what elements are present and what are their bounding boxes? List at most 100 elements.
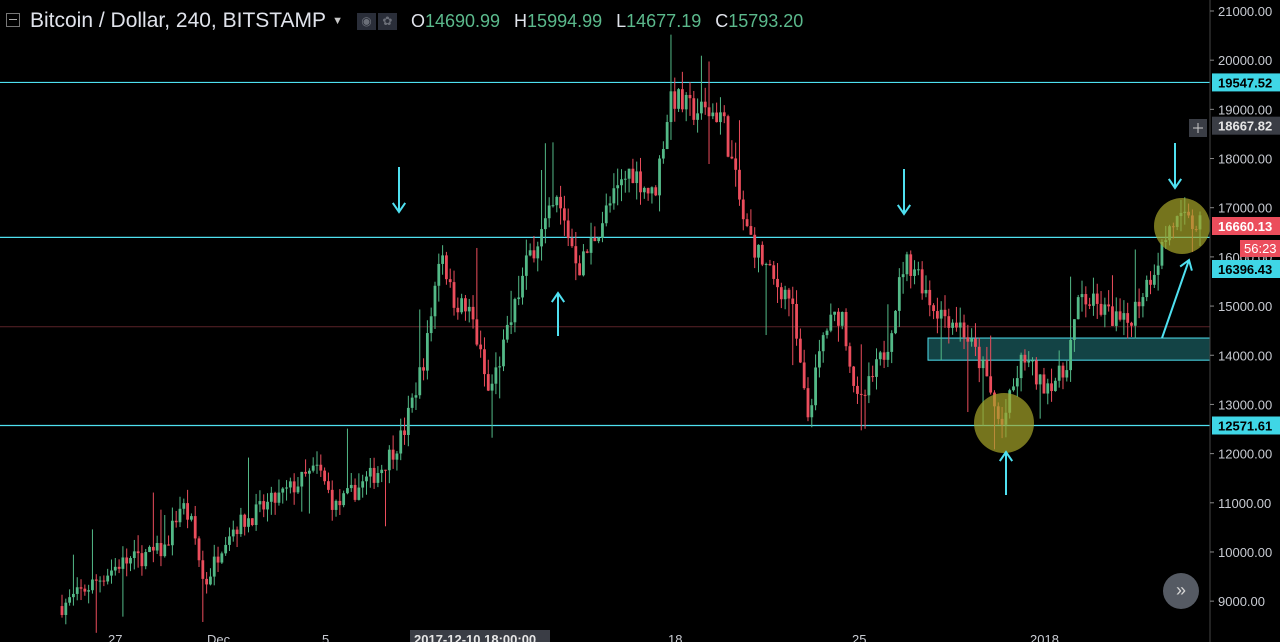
down-arrow-2 bbox=[896, 169, 912, 216]
chevron-down-icon[interactable]: ▼ bbox=[332, 15, 343, 27]
candle bbox=[72, 554, 75, 606]
candle-body bbox=[688, 94, 692, 99]
gear-icon[interactable]: ✿ bbox=[377, 12, 397, 30]
y-tick-label: 17000.00 bbox=[1218, 201, 1272, 216]
badge-resistance-mid: 16396.43 bbox=[1212, 260, 1280, 278]
candle-body bbox=[798, 338, 802, 363]
candle bbox=[254, 493, 258, 531]
candle bbox=[707, 61, 711, 165]
candle-body bbox=[155, 543, 159, 551]
candle-body bbox=[1145, 279, 1149, 298]
badge-text: 12571.61 bbox=[1218, 419, 1272, 434]
candle bbox=[1076, 294, 1080, 320]
candle bbox=[231, 520, 235, 542]
candle-body bbox=[837, 311, 840, 326]
candle bbox=[1042, 367, 1046, 394]
candle-body bbox=[627, 168, 631, 179]
candle bbox=[75, 577, 79, 601]
candle bbox=[113, 558, 117, 576]
candle bbox=[700, 55, 703, 120]
candle bbox=[528, 243, 532, 257]
candle bbox=[197, 536, 201, 567]
candle bbox=[1061, 362, 1065, 390]
candle bbox=[1046, 378, 1050, 405]
candle-body bbox=[871, 376, 875, 378]
candle-body bbox=[1118, 311, 1122, 320]
candle-body bbox=[974, 338, 977, 347]
candle bbox=[905, 251, 909, 282]
candle bbox=[863, 389, 867, 429]
candle bbox=[551, 142, 555, 208]
candle-body bbox=[83, 588, 87, 592]
arrow-head bbox=[998, 450, 1014, 462]
candle bbox=[913, 260, 916, 285]
candle-body bbox=[174, 520, 178, 523]
symbol-title[interactable]: Bitcoin / Dollar, 240, BITSTAMP bbox=[30, 9, 327, 32]
arrow-head bbox=[550, 291, 566, 303]
candle-body bbox=[859, 393, 863, 395]
candle bbox=[498, 356, 502, 399]
candle-body bbox=[791, 298, 795, 304]
candle-body bbox=[269, 492, 273, 502]
candle bbox=[768, 259, 772, 266]
candle bbox=[703, 87, 707, 115]
candle-body bbox=[140, 553, 144, 567]
candle-body bbox=[467, 306, 471, 312]
candle-body bbox=[148, 546, 151, 553]
badge-text: 19547.52 bbox=[1218, 75, 1272, 90]
candle-body bbox=[730, 156, 734, 159]
candle-body bbox=[962, 322, 966, 338]
candle bbox=[349, 472, 353, 492]
candle-body bbox=[1012, 386, 1015, 391]
candle bbox=[144, 548, 148, 570]
candle-body bbox=[875, 359, 878, 377]
candle bbox=[323, 467, 327, 485]
candle-body bbox=[94, 579, 98, 581]
candle bbox=[741, 190, 745, 231]
candle-body bbox=[939, 309, 943, 319]
eye-icon[interactable]: ◉ bbox=[356, 12, 376, 30]
candle bbox=[513, 297, 517, 333]
candle-body bbox=[878, 352, 882, 360]
candle bbox=[311, 457, 315, 473]
candle bbox=[395, 451, 399, 471]
candle bbox=[840, 311, 844, 330]
candle-body bbox=[376, 473, 380, 483]
candle bbox=[890, 330, 894, 364]
badge-bg bbox=[1212, 116, 1280, 135]
candle-body bbox=[384, 469, 387, 471]
x-tick-label: 25 bbox=[852, 632, 866, 642]
scroll-to-realtime-button[interactable]: » bbox=[1163, 573, 1199, 609]
candle-body bbox=[608, 203, 612, 206]
legend-actions: ◉ ✿ bbox=[356, 12, 397, 30]
arrow-head bbox=[1167, 178, 1183, 190]
collapse-legend-button[interactable] bbox=[6, 13, 20, 27]
candle bbox=[673, 77, 677, 122]
candle-body bbox=[243, 514, 247, 527]
candle-body bbox=[604, 205, 608, 224]
y-tick-label: 9000.00 bbox=[1218, 594, 1265, 609]
candle bbox=[612, 173, 616, 210]
candle bbox=[650, 186, 654, 204]
candle bbox=[1023, 349, 1027, 371]
x-tick-label: 5 bbox=[322, 632, 329, 642]
candle bbox=[502, 329, 505, 372]
candle-body bbox=[566, 220, 570, 239]
x-tick-label: 18 bbox=[668, 632, 682, 642]
candle bbox=[266, 493, 269, 522]
y-tick-label: 14000.00 bbox=[1218, 348, 1272, 363]
candle-body bbox=[353, 484, 357, 500]
open-label: O bbox=[410, 10, 425, 31]
candle bbox=[947, 308, 951, 344]
candle bbox=[94, 574, 98, 633]
candle-body bbox=[334, 500, 338, 510]
crosshair-time-label: 2017-12-10 18:00:00 bbox=[414, 632, 536, 642]
candle-body bbox=[1149, 279, 1152, 285]
candle-body bbox=[102, 580, 106, 582]
candle-body bbox=[502, 339, 505, 367]
candle bbox=[247, 457, 250, 533]
candle bbox=[658, 155, 661, 212]
badge-bg bbox=[1212, 73, 1280, 92]
candle-body bbox=[562, 208, 566, 221]
